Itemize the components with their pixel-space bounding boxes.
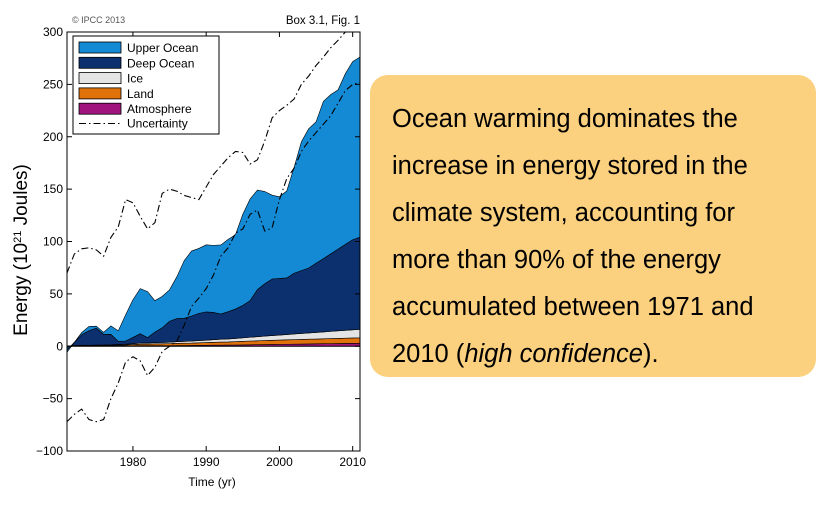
y-tick-label: 50 (50, 287, 64, 301)
legend-swatch (78, 87, 122, 100)
y-axis-label: Energy (1021 Joules) (11, 164, 32, 336)
x-axis-label: Time (yr) (188, 475, 236, 489)
summary-callout: Ocean warming dominates the increase in … (370, 75, 816, 377)
y-tick-label: 250 (43, 77, 63, 91)
summary-text-main: Ocean warming dominates the increase in … (392, 105, 754, 368)
uncertainty-lines (66, 31, 361, 423)
legend-label: Upper Ocean (127, 41, 198, 55)
legend-label: Ice (127, 72, 143, 86)
summary-text-end: ). (642, 340, 659, 368)
x-tick-label: 1980 (120, 455, 147, 469)
summary-text: Ocean warming dominates the increase in … (392, 96, 796, 378)
x-tick-label: 2000 (266, 455, 293, 469)
summary-text-italic: high confidence (464, 340, 643, 368)
legend-label: Atmosphere (127, 102, 192, 116)
legend-swatch (78, 41, 122, 54)
y-tick-label: −50 (43, 392, 64, 406)
y-tick-label: −100 (36, 444, 63, 458)
copyright-credit: © IPCC 2013 (72, 15, 125, 25)
legend-swatch (78, 72, 122, 84)
y-tick-label: 100 (43, 235, 63, 249)
legend-label: Uncertainty (127, 117, 188, 131)
y-tick-label: 200 (43, 130, 63, 144)
y-tick-label: 150 (43, 182, 63, 196)
x-tick-label: 2010 (339, 455, 366, 469)
legend-swatch (78, 102, 122, 115)
uncertainty-upper-line (66, 31, 360, 274)
energy-chart: −100 −50 0 50 100 150 200 250 300 1980 1990 2000 201… (11, 15, 366, 489)
figure-reference: Box 3.1, Fig. 1 (286, 15, 360, 27)
x-tick-label: 1990 (193, 455, 220, 469)
legend-swatch (78, 56, 122, 69)
uncertainty-lower-line (66, 81, 361, 423)
legend-label: Deep Ocean (127, 56, 194, 70)
y-tick-label: 0 (56, 339, 63, 353)
axis-ticks: −100 −50 0 50 100 150 200 250 300 1980 1990 2000 201… (36, 25, 366, 469)
y-tick-label: 300 (43, 25, 63, 39)
legend-label: Land (127, 87, 154, 101)
